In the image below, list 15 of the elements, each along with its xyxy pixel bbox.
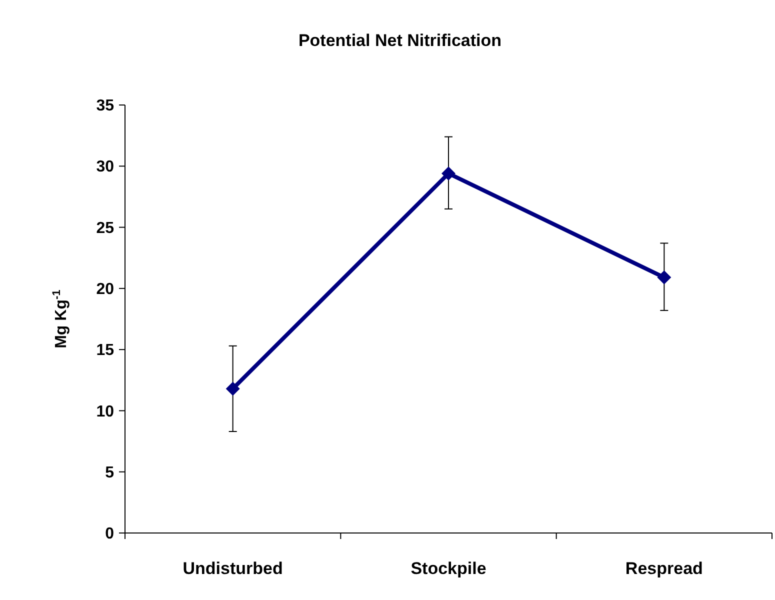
y-tick-label: 25 [96,220,114,237]
y-tick-label: 30 [96,158,114,176]
x-tick-label: Undisturbed [182,559,283,578]
y-tick-label: 15 [96,342,114,360]
y-tick-label: 10 [96,403,114,420]
y-tick-label: 20 [96,281,114,298]
y-tick-label: 35 [96,98,114,115]
y-tick-label: 5 [105,464,114,482]
x-tick-label: Respread [625,559,703,578]
chart-title: Potential Net Nitrification [298,31,502,50]
point [442,166,456,180]
point [657,270,672,284]
x-tick-label: Stockpile [410,559,486,578]
point [226,382,240,396]
y-tick-label: 0 [105,526,114,543]
